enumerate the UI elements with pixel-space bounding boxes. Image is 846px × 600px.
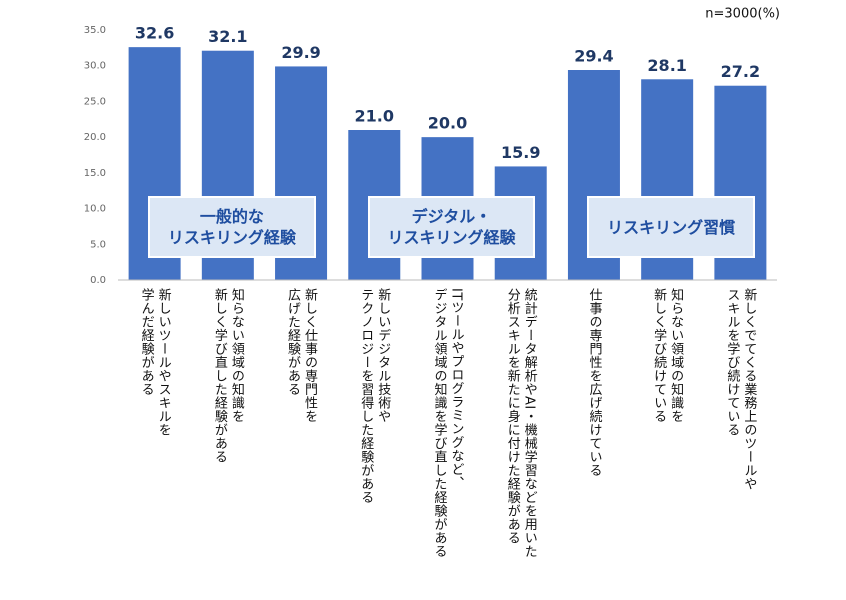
value-label: 27.2 [721, 62, 760, 81]
x-tick-label: 知らない領域の知識を 新しく学び続けている [651, 288, 684, 423]
x-tick-label: 新しく仕事の専門性を 広げた経験がある [285, 288, 318, 423]
y-tick-label: 25.0 [84, 96, 106, 107]
x-tick-label: 知らない領域の知識を 新しく学び直した経験がある [211, 288, 244, 464]
group-label: 一般的な リスキリング経験 [148, 196, 316, 258]
x-tick-label: 新しいツールやスキルを 学んだ経験がある [138, 288, 171, 437]
y-tick-label: 5.0 [90, 239, 106, 250]
value-label: 28.1 [647, 56, 686, 75]
y-tick-label: 30.0 [84, 61, 106, 72]
value-label: 20.0 [428, 114, 467, 133]
x-tick-label: 仕事の専門性を広げ続けている [586, 288, 602, 477]
group-label: デジタル・ リスキリング経験 [367, 196, 536, 258]
value-label: 29.4 [574, 47, 613, 66]
value-label: 29.9 [281, 43, 320, 62]
y-tick-label: 35.0 [84, 25, 106, 36]
y-tick-label: 10.0 [84, 204, 106, 215]
y-tick-label: 15.0 [84, 168, 106, 179]
annotation: n=3000(%) [705, 7, 780, 22]
y-tick-label: 20.0 [84, 132, 106, 143]
group-label: リスキリング習慣 [587, 196, 755, 258]
value-label: 21.0 [355, 107, 394, 126]
x-tick-label: ITツールやプログラミングなど、 デジタル領域の知識を学び直した経験がある [431, 288, 464, 558]
y-tick-label: 0.0 [90, 275, 106, 286]
x-tick-label: 新しいデジタル技術や テクノロジーを習得した経験がある [358, 288, 391, 504]
value-label: 32.1 [208, 27, 247, 46]
x-tick-label: 新しくでてくる業務上のツールや スキルを学び続けている [724, 288, 757, 491]
value-label: 32.6 [135, 24, 174, 43]
value-label: 15.9 [501, 143, 540, 162]
x-tick-label: 統計データ解析やAI・機械学習などを用いた 分析スキルを新たに身に付けた経験があ… [504, 288, 537, 559]
